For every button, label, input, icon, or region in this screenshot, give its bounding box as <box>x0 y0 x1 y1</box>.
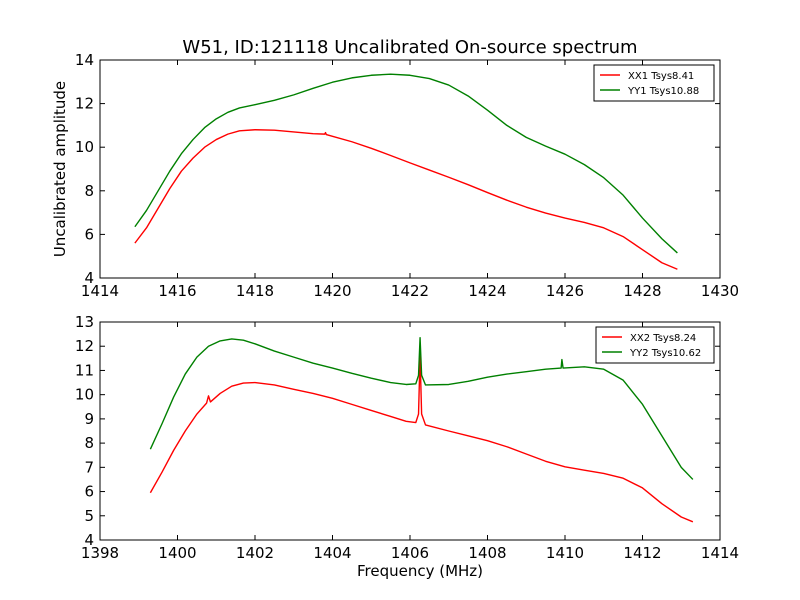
x-tick-label: 1430 <box>701 282 739 300</box>
x-tick-label: 1406 <box>391 544 429 562</box>
x-tick-label: 1420 <box>313 282 351 300</box>
y-tick-label: 9 <box>84 410 94 428</box>
x-tick-label: 1414 <box>81 282 119 300</box>
series-line-yy-bottom <box>149 337 694 480</box>
y-tick-label: 6 <box>84 225 94 243</box>
x-tick-label: 1402 <box>236 544 274 562</box>
x-tick-label: 1408 <box>468 544 506 562</box>
bottom-spectrum-panel: 1398 1400 1402 1404 1406 1408 1410 1412 14144567… <box>75 313 739 580</box>
legend-label: XX1 Tsys8.41 <box>628 71 694 82</box>
top-spectrum-panel: 1414 1416 1418 1420 1422 1424 1426 1428 1430 4 6 8 1… <box>51 51 739 300</box>
y-tick-label: 11 <box>75 361 94 379</box>
legend-label: YY2 Tsys10.62 <box>629 348 701 359</box>
y-tick-label: 10 <box>75 138 94 156</box>
x-tick-label: 1400 <box>158 544 196 562</box>
x-tick-label: 1418 <box>236 282 274 300</box>
y-tick-label: 12 <box>75 337 94 355</box>
x-tick-label: 1412 <box>623 544 661 562</box>
y-tick-label: 4 <box>84 269 94 287</box>
y-tick-label: 4 <box>84 531 94 549</box>
y-tick-label: 6 <box>84 483 94 501</box>
y-tick-label: 8 <box>84 434 94 452</box>
x-tick-label: 1398 <box>81 544 119 562</box>
series-line-xx-top <box>134 129 678 270</box>
y-axis-label: Uncalibrated amplitude <box>51 81 69 257</box>
x-axis-label: Frequency (MHz) <box>357 562 483 580</box>
y-tick-label: 7 <box>84 458 94 476</box>
legend-box <box>595 326 715 364</box>
x-tick-label: 1428 <box>623 282 661 300</box>
x-tick-label: 1422 <box>391 282 429 300</box>
x-tick-label: 1416 <box>158 282 196 300</box>
legend: XX1 Tsys8.41 YY1 Tsys10.88 <box>593 64 715 102</box>
x-tick-label: 1424 <box>468 282 506 300</box>
legend-label: XX2 Tsys8.24 <box>630 333 696 344</box>
y-tick-label: 10 <box>75 386 94 404</box>
y-tick-label: 13 <box>75 313 94 331</box>
y-tick-label: 8 <box>84 182 94 200</box>
y-tick-label: 5 <box>84 507 94 525</box>
x-tick-label: 1410 <box>546 544 584 562</box>
series-line-xx-bottom <box>149 355 694 523</box>
y-tick-label: 12 <box>75 95 94 113</box>
x-tick-label: 1404 <box>313 544 351 562</box>
y-tick-label: 14 <box>75 51 94 69</box>
series-line-yy-top <box>134 73 678 254</box>
x-tick-label: 1426 <box>546 282 584 300</box>
x-tick-label: 1414 <box>701 544 739 562</box>
legend-box <box>593 64 715 102</box>
legend-label: YY1 Tsys10.88 <box>627 86 699 97</box>
chart-title: W51, ID:121118 Uncalibrated On-source sp… <box>182 37 637 58</box>
legend: XX2 Tsys8.24 YY2 Tsys10.62 <box>595 326 715 364</box>
